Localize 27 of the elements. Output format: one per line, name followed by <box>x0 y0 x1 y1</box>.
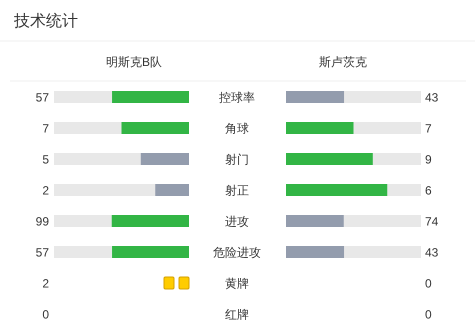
data-label: 74 <box>425 214 439 228</box>
category-label: 控球率 <box>219 90 255 104</box>
data-label: 7 <box>425 122 432 136</box>
category-label: 危险进攻 <box>213 246 261 260</box>
text: 技术统计 <box>13 12 78 30</box>
data-label: 43 <box>425 90 439 104</box>
category-label: 红牌 <box>225 308 249 322</box>
category-label: 射正 <box>225 184 249 198</box>
data-label: 9 <box>425 152 432 166</box>
category-label: 进攻 <box>225 214 249 228</box>
data-label: 2 <box>42 184 50 198</box>
text: 斯卢茨克 <box>319 55 367 69</box>
data-label: 43 <box>425 246 439 260</box>
data-label: 2 <box>42 276 50 290</box>
data-label: 57 <box>36 90 50 104</box>
data-label: 0 <box>425 276 432 290</box>
text: 明斯克B队 <box>106 55 162 69</box>
data-label: 6 <box>425 184 432 198</box>
data-label: 0 <box>42 308 50 322</box>
category-label: 黄牌 <box>225 276 249 290</box>
category-label: 角球 <box>225 122 249 136</box>
category-label: 射门 <box>225 152 249 166</box>
data-label: 57 <box>36 246 50 260</box>
data-label: 7 <box>42 122 50 136</box>
data-label: 99 <box>36 214 50 228</box>
data-label: 0 <box>425 308 432 322</box>
data-label: 5 <box>42 152 50 166</box>
